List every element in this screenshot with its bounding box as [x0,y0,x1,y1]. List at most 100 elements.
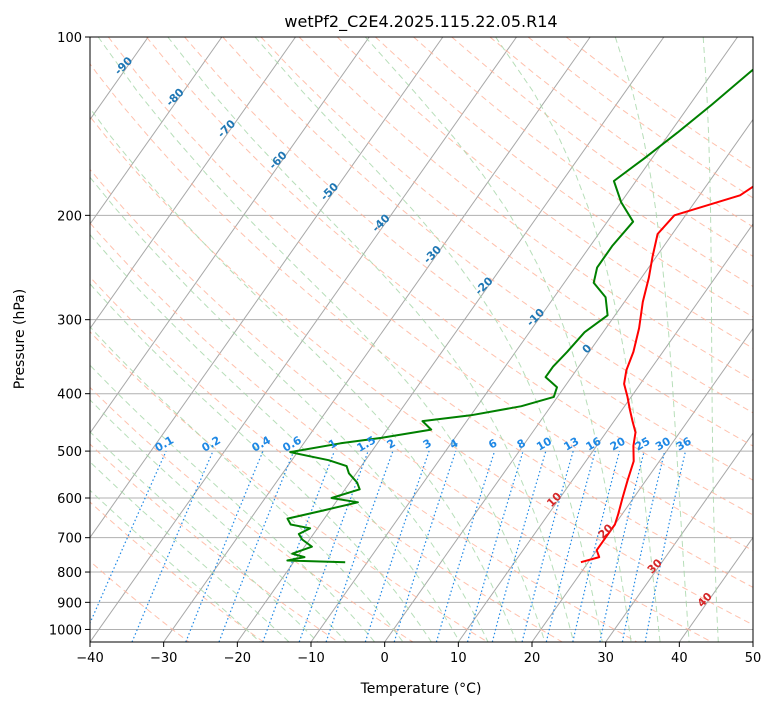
y-tick-label: 400 [57,388,82,403]
x-tick-label: −20 [224,651,251,666]
plot-frame [89,36,754,643]
dry-adiabat-label: -30 [421,243,444,266]
isotherm-line [90,37,296,330]
guide-layer [90,37,753,642]
mixing-ratio-line [298,450,369,642]
dry-adiabat [222,37,753,447]
y-tick-label: 100 [57,31,82,46]
mixing-ratio-line [393,450,457,642]
isotherm-line [384,118,753,642]
dry-adiabat [90,276,563,642]
x-tick-label: 40 [671,651,688,666]
y-tick-label: 300 [57,314,82,329]
dry-adiabat [90,386,414,642]
mixing-ratio-line [466,450,524,642]
moist-adiabat [495,37,661,642]
isotherm-line [90,37,370,434]
dry-adiabat [90,63,753,588]
moist-adiabat [97,37,546,642]
x-tick-label: −30 [150,651,177,666]
moist-adiabat [90,176,489,642]
mixing-ratio-label: 6 [486,436,499,451]
dry-adiabat [336,37,753,349]
moist-adiabat-label: 10 [544,490,564,510]
mixing-ratio-line [185,450,264,642]
grid-layer [0,37,753,642]
x-tick-label: 0 [381,651,389,666]
mixing-ratio-label: 3 [421,437,434,452]
mixing-ratio-line [218,450,295,642]
x-tick-label: −10 [297,651,324,666]
mixing-ratio-line [262,450,335,642]
series-layer [286,68,753,564]
mixing-ratio-line [621,450,666,642]
dry-adiabat [90,222,638,642]
mixing-ratio-line [364,450,430,642]
mixing-ratio-line [435,450,496,642]
isotherm-line [457,223,753,642]
moist-adiabat [90,326,404,642]
axis-layer: −40 −30 −20 −10 0 10 20 30 40 50 100 200 300 400 500 60… [49,31,761,666]
isotherm-line [163,37,591,642]
dry-adiabat-label: -90 [112,54,135,77]
dry-adiabat [90,331,488,642]
dry-adiabat [107,37,753,552]
x-tick-label: 10 [450,651,467,666]
dry-adiabat [90,115,753,626]
x-tick-label: 20 [524,651,541,666]
y-tick-label: 200 [57,209,82,224]
moist-adiabat [90,364,376,642]
isotherm-line [90,37,223,225]
mixing-ratio-line [491,450,547,642]
moist-adiabat [90,283,432,642]
mixing-ratio-line [545,450,596,642]
isotherm-line [90,37,517,642]
moist-adiabat [364,37,632,642]
mixing-ratio-line [325,450,394,642]
mixing-ratio-line [572,450,621,642]
y-tick-label: 500 [57,445,82,460]
dry-adiabat [298,37,753,381]
mixing-ratio-line [644,450,687,642]
moist-adiabat [90,107,517,642]
dry-adiabat [451,37,753,257]
dry-adiabat-label: -20 [472,274,495,297]
moist-adiabat [90,399,347,642]
moist-adiabat [702,37,719,642]
mixing-ratio-line [599,450,645,642]
isotherm-line [0,37,1,642]
chart-title: wetPf2_C2E4.2025.115.22.05.R14 [284,12,557,32]
isotherm-line [605,432,753,642]
y-tick-label: 1000 [49,623,82,638]
x-tick-label: 50 [745,651,762,666]
moist-adiabat [90,233,461,642]
dry-adiabat [260,37,753,414]
isotherm-line [236,37,665,642]
isotherm-line [310,37,738,642]
dry-adiabat-label: -10 [524,306,547,329]
y-tick-label: 900 [57,596,82,611]
x-tick-label: −40 [76,651,103,666]
moist-adiabat [90,431,319,642]
dry-adiabat [375,37,753,318]
isotherm-line [752,641,753,642]
dry-adiabat [90,501,264,642]
dry-adiabat [413,37,753,288]
isotherm-line [90,37,444,539]
mixing-ratio-line [521,450,574,642]
y-tick-label: 700 [57,532,82,547]
temperature-profile [580,185,753,564]
dry-adiabat [90,560,190,642]
y-axis-label: Pressure (hPa) [12,289,28,389]
moist-adiabat [254,37,603,642]
moist-adiabat-label: 20 [596,521,616,541]
moist-adiabat-label: 40 [695,590,715,610]
mixing-ratio-line [131,450,214,642]
mixing-ratio-label: 4 [447,436,460,451]
mixing-ratio-label: 2 [385,437,398,452]
dry-adiabat-label: -50 [318,180,341,203]
moist-adiabat [614,37,690,642]
dry-adiabat-label: -80 [163,86,186,109]
isotherm-line [678,536,753,642]
